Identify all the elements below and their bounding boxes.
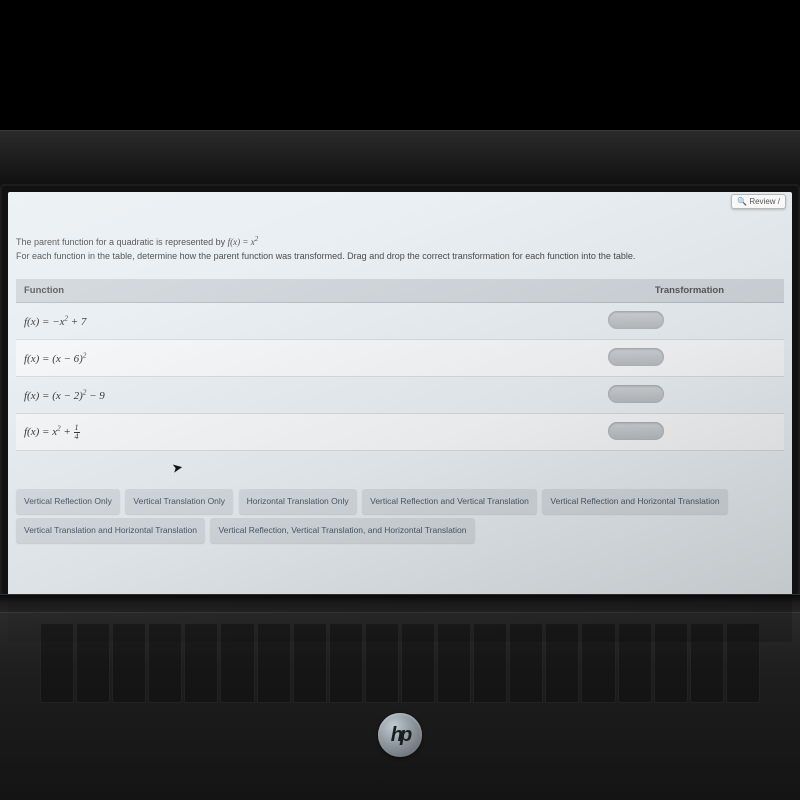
screen-bezel: 🔍 Review / The parent function for a qua…	[0, 184, 800, 650]
laptop-hinge	[0, 594, 800, 614]
cursor-icon: ➤	[171, 459, 185, 477]
chip-vtrans-htrans[interactable]: Vertical Translation and Horizontal Tran…	[16, 518, 205, 543]
table-row: f(x) = (x − 2)2 − 9	[16, 377, 784, 414]
dropzone[interactable]	[608, 422, 664, 440]
hp-logo: hp	[378, 713, 422, 757]
question-content: The parent function for a quadratic is r…	[16, 234, 784, 636]
table-row: f(x) = −x2 + 7	[16, 303, 784, 340]
prompt-line1a: The parent function for a quadratic is r…	[16, 237, 228, 247]
function-expr: f(x) = (x − 2)2 − 9	[24, 390, 105, 402]
dropzone[interactable]	[608, 385, 664, 403]
review-button[interactable]: 🔍 Review /	[731, 194, 786, 209]
function-expr: f(x) = x2 + 14	[24, 426, 80, 438]
table-row: f(x) = x2 + 14	[16, 414, 784, 451]
photo-frame: 🔍 Review / The parent function for a qua…	[0, 0, 800, 800]
table-row: f(x) = (x − 6)2	[16, 340, 784, 377]
chip-vertical-translation-only[interactable]: Vertical Translation Only	[125, 489, 233, 514]
col-transformation: Transformation	[281, 279, 784, 303]
chip-vertical-reflection-only[interactable]: Vertical Reflection Only	[16, 489, 120, 514]
dropzone[interactable]	[608, 348, 664, 366]
prompt-text: The parent function for a quadratic is r…	[16, 234, 784, 263]
chip-vref-htrans[interactable]: Vertical Reflection and Horizontal Trans…	[542, 489, 727, 514]
chip-vref-vtrans-htrans[interactable]: Vertical Reflection, Vertical Translatio…	[210, 518, 474, 543]
dropzone[interactable]	[608, 311, 664, 329]
keyboard-hint	[40, 623, 760, 703]
function-expr: f(x) = (x − 6)2	[24, 353, 86, 365]
function-expr: f(x) = −x2 + 7	[24, 316, 86, 328]
laptop-deck: hp	[0, 612, 800, 800]
laptop-bezel-top	[0, 130, 800, 190]
prompt-line2: For each function in the table, determin…	[16, 251, 635, 261]
chip-vref-vtrans[interactable]: Vertical Reflection and Vertical Transla…	[362, 489, 537, 514]
functions-table: Function Transformation f(x) = −x2 + 7 f…	[16, 279, 784, 451]
answer-chips: Vertical Reflection Only Vertical Transl…	[16, 487, 784, 545]
review-button-label: Review /	[749, 197, 780, 206]
prompt-math: f(x) = x2	[228, 237, 259, 247]
chip-horizontal-translation-only[interactable]: Horizontal Translation Only	[239, 489, 357, 514]
col-function: Function	[16, 279, 281, 303]
search-icon: 🔍	[737, 197, 747, 206]
screen: 🔍 Review / The parent function for a qua…	[8, 192, 792, 642]
laptop: 🔍 Review / The parent function for a qua…	[0, 130, 800, 800]
